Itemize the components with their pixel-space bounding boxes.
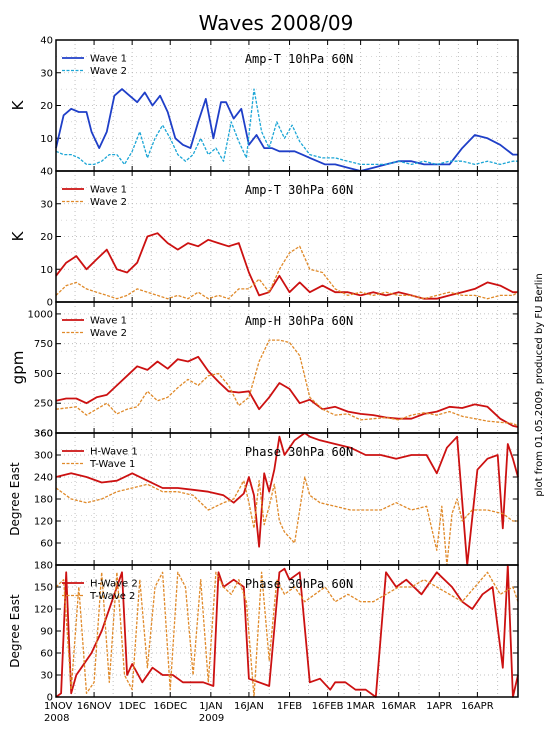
y-axis-label: gpm — [9, 351, 27, 385]
x-tick-label: 16APR — [461, 701, 494, 712]
y-tick-label: 360 — [34, 429, 53, 440]
y-tick-label: 30 — [40, 68, 53, 79]
y-axis-label: Degree East — [8, 594, 22, 668]
x-tick-label: 16NOV — [77, 701, 112, 712]
legend-label: Wave 1 — [90, 185, 127, 196]
legend-label: T-Wave 2 — [89, 591, 135, 602]
legend-label: Wave 2 — [90, 328, 127, 339]
panel-4: 60 120 180 240 300 360 H-Wave 1T-Wave 1 Phase 3… — [8, 429, 519, 566]
series-line-1 — [55, 564, 519, 698]
series-line-2 — [55, 476, 518, 566]
x-tick-label: 16FEB — [312, 701, 344, 712]
y-tick-label: 10 — [40, 265, 53, 276]
legend-label: T-Wave 1 — [89, 459, 135, 470]
y-tick-label: 0 — [47, 298, 53, 309]
legend-label: Wave 1 — [90, 54, 127, 65]
y-axis-label: K — [9, 99, 27, 110]
series-line-2 — [55, 88, 518, 166]
y-tick-label: 30 — [40, 671, 53, 682]
x-axis-labels: 1NOV 16NOV 1DEC 16DEC 1JAN 16JAN 1FEB 16FEB 1MAR… — [44, 701, 494, 724]
x-tick-label: 1DEC — [118, 701, 145, 712]
y-tick-label: 120 — [34, 517, 53, 528]
y-tick-label: 500 — [34, 369, 53, 380]
x-tick-label: 1JAN — [199, 701, 222, 712]
x-tick-label: 16JAN — [234, 701, 264, 712]
x-tick-label: 1NOV — [44, 701, 73, 712]
legend-label: H-Wave 2 — [90, 579, 138, 590]
y-tick-label: 60 — [40, 539, 53, 550]
y-tick-label: 180 — [34, 495, 53, 506]
series-line-2 — [55, 245, 519, 300]
series-line-2 — [55, 571, 519, 698]
series-line-1 — [55, 232, 518, 300]
y-tick-label: 40 — [40, 167, 53, 178]
y-axis-label: Degree East — [8, 462, 22, 536]
y-tick-label: 240 — [34, 473, 53, 484]
credit-text: plot from 01.05.2009, produced by FU Ber… — [534, 273, 545, 496]
y-tick-label: 120 — [34, 605, 53, 616]
legend-label: Wave 2 — [90, 197, 127, 208]
y-tick-label: 150 — [34, 583, 53, 594]
y-tick-label: 0 — [47, 693, 53, 704]
y-tick-label: 20 — [40, 232, 53, 243]
x-tick-label: 16DEC — [153, 701, 187, 712]
y-tick-label: 20 — [40, 101, 53, 112]
y-axis-label: K — [9, 230, 27, 241]
y-tick-label: 40 — [40, 36, 53, 47]
panel-title: Phase 30hPa 60N — [245, 445, 353, 459]
y-tick-label: 180 — [34, 561, 53, 572]
x-tick-label: 1APR — [426, 701, 452, 712]
x-year-label: 2008 — [44, 713, 69, 724]
panel-frame — [55, 564, 519, 698]
x-tick-label: 16MAR — [381, 701, 416, 712]
series-line-1 — [55, 432, 519, 566]
legend-label: Wave 1 — [90, 316, 127, 327]
y-tick-label: 90 — [40, 627, 53, 638]
y-tick-label: 10 — [40, 134, 53, 145]
x-year-label: 2009 — [199, 713, 224, 724]
x-tick-label: 1FEB — [277, 701, 302, 712]
y-tick-label: 360 — [34, 429, 53, 440]
panel-title: Phase 30hPa 60N — [245, 577, 353, 591]
series-line-2 — [55, 339, 519, 427]
legend-label: Wave 2 — [90, 66, 127, 77]
y-tick-label: 60 — [40, 649, 53, 660]
series-line-1 — [55, 88, 518, 172]
y-tick-label: 1000 — [28, 309, 53, 320]
figure-title: Waves 2008/09 — [199, 11, 354, 35]
y-tick-label: 30 — [40, 199, 53, 210]
panel-title: Amp-H 30hPa 60N — [245, 314, 353, 328]
panel-5: 0 30 60 90 120 150 180 H-Wave 2T-Wave 2 Phase 30… — [8, 561, 519, 704]
y-tick-label: 750 — [34, 339, 53, 350]
x-tick-label: 1MAR — [346, 701, 375, 712]
legend-label: H-Wave 1 — [90, 447, 138, 458]
series-line-1 — [55, 355, 519, 428]
panel-title: Amp-T 30hPa 60N — [245, 183, 353, 197]
panel-title: Amp-T 10hPa 60N — [245, 52, 353, 66]
y-tick-label: 250 — [34, 399, 53, 410]
y-tick-label: 300 — [34, 451, 53, 462]
